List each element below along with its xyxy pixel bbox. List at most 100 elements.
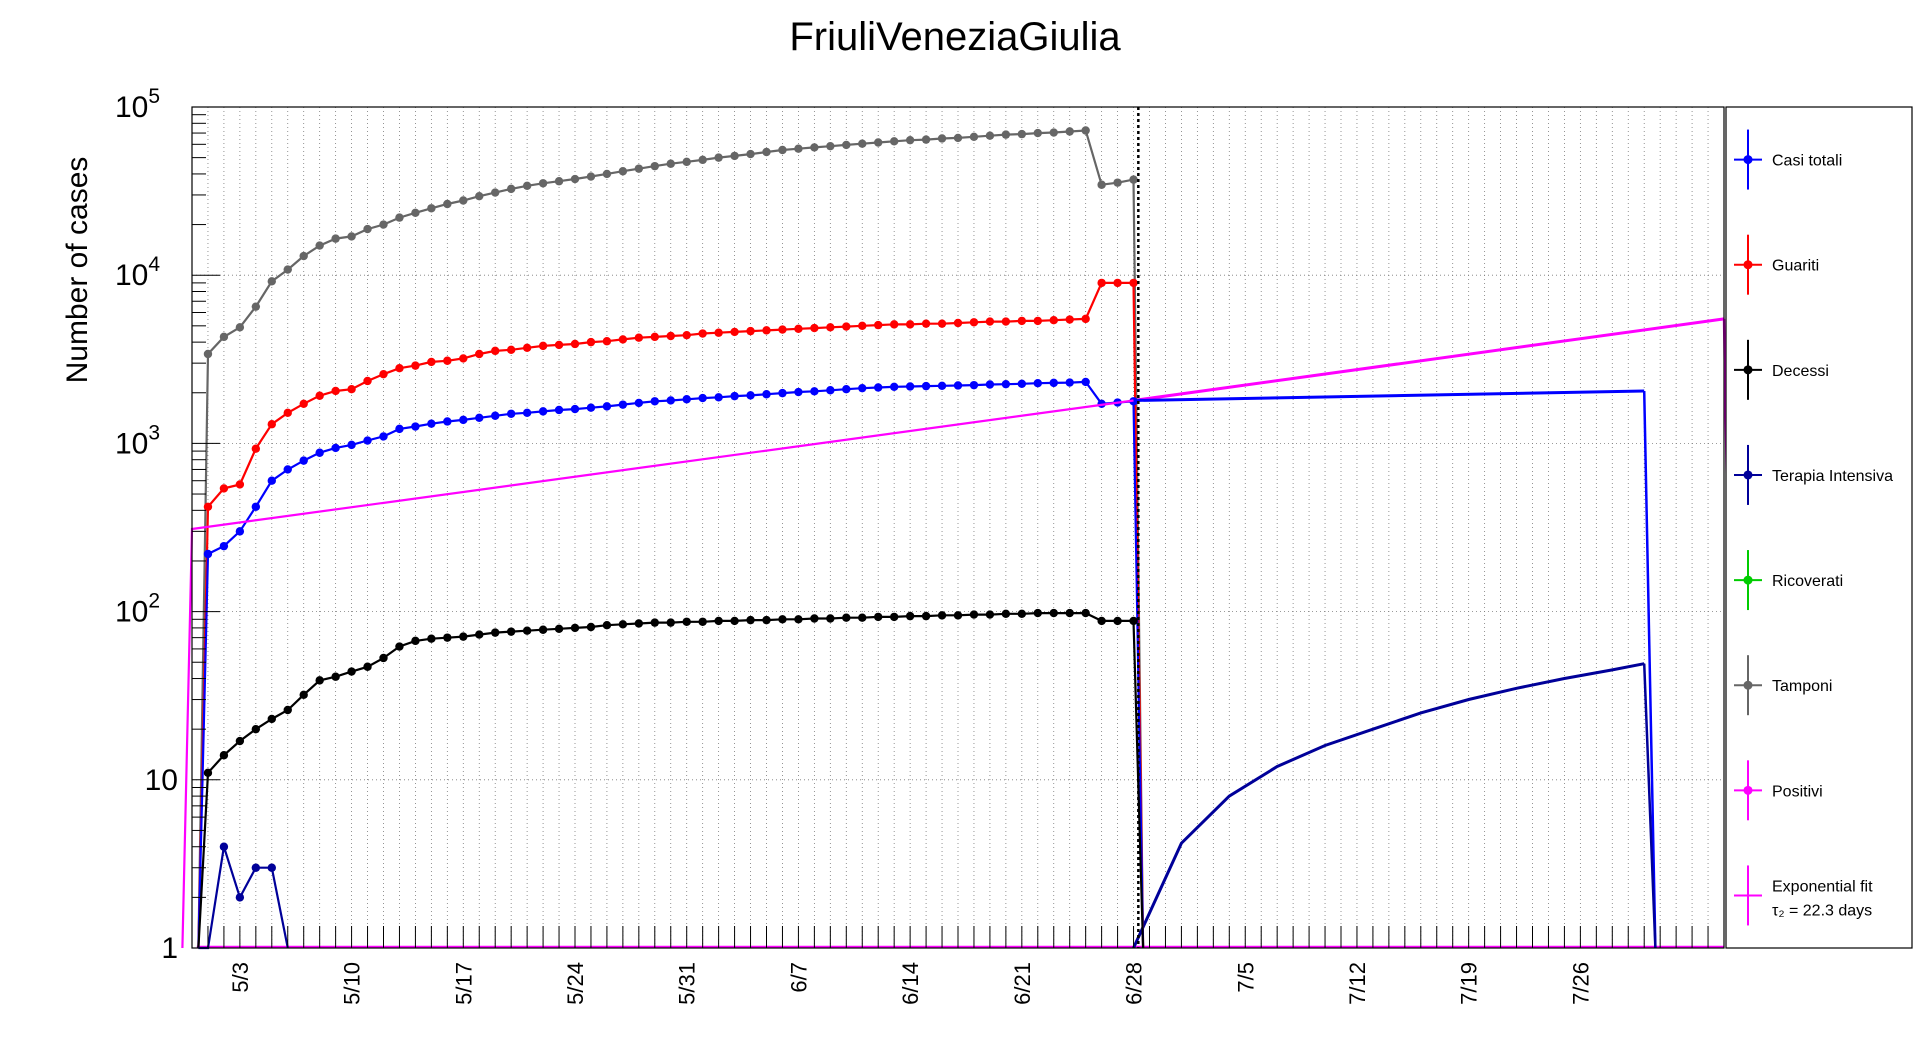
data-point-decessi: [315, 676, 324, 685]
series-layer: [181, 126, 1737, 950]
data-point-casi-totali: [1001, 379, 1011, 389]
data-point-casi-totali: [203, 549, 213, 559]
data-point-decessi: [443, 633, 452, 642]
data-point-decessi: [969, 610, 979, 619]
data-point-casi-totali: [1033, 378, 1042, 388]
data-point-tamponi: [1065, 127, 1074, 136]
data-point-casi-totali: [602, 402, 612, 411]
data-point-guariti: [379, 369, 388, 379]
data-point-tamponi: [1017, 129, 1027, 139]
data-point-casi-totali: [634, 398, 644, 408]
y-tick-label: 1: [161, 932, 178, 965]
data-point-casi-totali: [1049, 378, 1058, 388]
data-point-casi-totali: [411, 422, 420, 431]
data-point-casi-totali: [283, 465, 292, 474]
legend-box: [1725, 106, 1913, 949]
data-point-tamponi: [985, 131, 995, 140]
data-point-terapia-intensiva: [267, 863, 276, 872]
data-point-guariti: [746, 326, 755, 336]
legend-marker-guariti: [1743, 260, 1753, 270]
data-point-casi-totali: [1065, 378, 1074, 387]
data-point-decessi: [219, 751, 229, 760]
data-point-decessi: [1049, 608, 1058, 618]
data-point-decessi: [459, 632, 468, 641]
legend-marker-ricoverati: [1743, 575, 1753, 585]
data-point-decessi: [905, 611, 915, 621]
data-point-decessi: [1001, 609, 1011, 619]
data-point-casi-totali: [299, 456, 308, 465]
data-point-tamponi: [969, 132, 979, 142]
legend-label-tamponi: Tamponi: [1772, 678, 1832, 695]
x-tick-label: 5/10: [340, 962, 365, 1005]
data-point-tamponi: [762, 147, 771, 157]
data-point-guariti: [778, 325, 787, 334]
data-point-decessi: [586, 622, 596, 632]
data-point-casi-totali: [746, 391, 755, 400]
data-point-casi-totali: [842, 385, 851, 394]
legend-marker-terapia-intensiva: [1743, 470, 1753, 480]
data-point-tamponi: [283, 265, 292, 274]
data-point-guariti: [331, 386, 340, 396]
x-tick-label: 6/7: [786, 962, 811, 993]
data-point-tamponi: [554, 177, 564, 186]
data-point-tamponi: [395, 213, 404, 222]
data-point-tamponi: [874, 138, 883, 147]
data-point-decessi: [522, 626, 532, 635]
data-point-guariti: [762, 326, 771, 335]
data-point-casi-totali: [985, 380, 995, 389]
data-point-casi-totali: [251, 502, 261, 511]
data-point-tamponi: [714, 153, 723, 162]
data-point-decessi: [363, 662, 372, 671]
data-point-tamponi: [666, 159, 675, 168]
data-point-tamponi: [491, 188, 500, 197]
data-point-casi-totali: [874, 383, 883, 392]
data-point-casi-totali: [459, 415, 468, 425]
data-point-tamponi: [810, 143, 819, 152]
data-point-tamponi: [315, 241, 324, 250]
data-point-tamponi: [219, 332, 229, 342]
data-point-tamponi: [379, 220, 388, 229]
data-point-decessi: [682, 617, 691, 626]
data-point-casi-totali: [570, 404, 580, 414]
data-point-tamponi: [650, 161, 659, 171]
data-point-casi-totali: [778, 388, 787, 398]
data-point-decessi: [331, 672, 340, 681]
data-point-casi-totali: [538, 407, 548, 416]
data-point-casi-totali: [219, 541, 229, 551]
data-point-tamponi: [475, 191, 484, 201]
data-point-guariti: [475, 349, 484, 359]
data-point-guariti: [634, 333, 644, 342]
data-point-tamponi: [1001, 130, 1011, 139]
legend-label-fit-tau: τ₂ = 22.3 days: [1772, 902, 1872, 919]
data-point-guariti: [921, 319, 931, 328]
data-point-casi-totali: [794, 387, 803, 397]
data-point-decessi: [491, 628, 500, 637]
data-point-decessi: [842, 613, 851, 622]
y-tick-label: 10: [145, 764, 178, 797]
data-point-casi-totali: [666, 396, 675, 405]
data-point-casi-totali: [889, 382, 899, 392]
data-point-decessi: [267, 714, 276, 724]
data-point-decessi: [506, 627, 516, 636]
data-point-decessi: [1033, 608, 1042, 618]
data-point-tamponi: [459, 196, 468, 205]
data-point-tamponi: [937, 134, 947, 143]
data-point-decessi: [730, 616, 739, 626]
fit-drop-line-1: [1642, 663, 1657, 949]
data-point-decessi: [347, 667, 356, 676]
data-point-guariti: [491, 346, 500, 356]
data-point-casi-totali: [379, 432, 388, 441]
data-point-casi-totali: [858, 383, 867, 393]
data-point-tamponi: [682, 157, 691, 167]
data-point-casi-totali: [1081, 377, 1090, 387]
legend-marker-decessi: [1743, 365, 1753, 375]
data-point-tamponi: [1033, 128, 1042, 138]
data-point-guariti: [937, 319, 947, 328]
data-point-guariti: [730, 327, 739, 337]
x-tick-label: 7/12: [1345, 962, 1370, 1005]
data-point-decessi: [1017, 609, 1027, 619]
data-point-casi-totali: [730, 391, 739, 401]
data-point-tamponi: [1049, 128, 1058, 137]
data-point-guariti: [570, 339, 580, 349]
